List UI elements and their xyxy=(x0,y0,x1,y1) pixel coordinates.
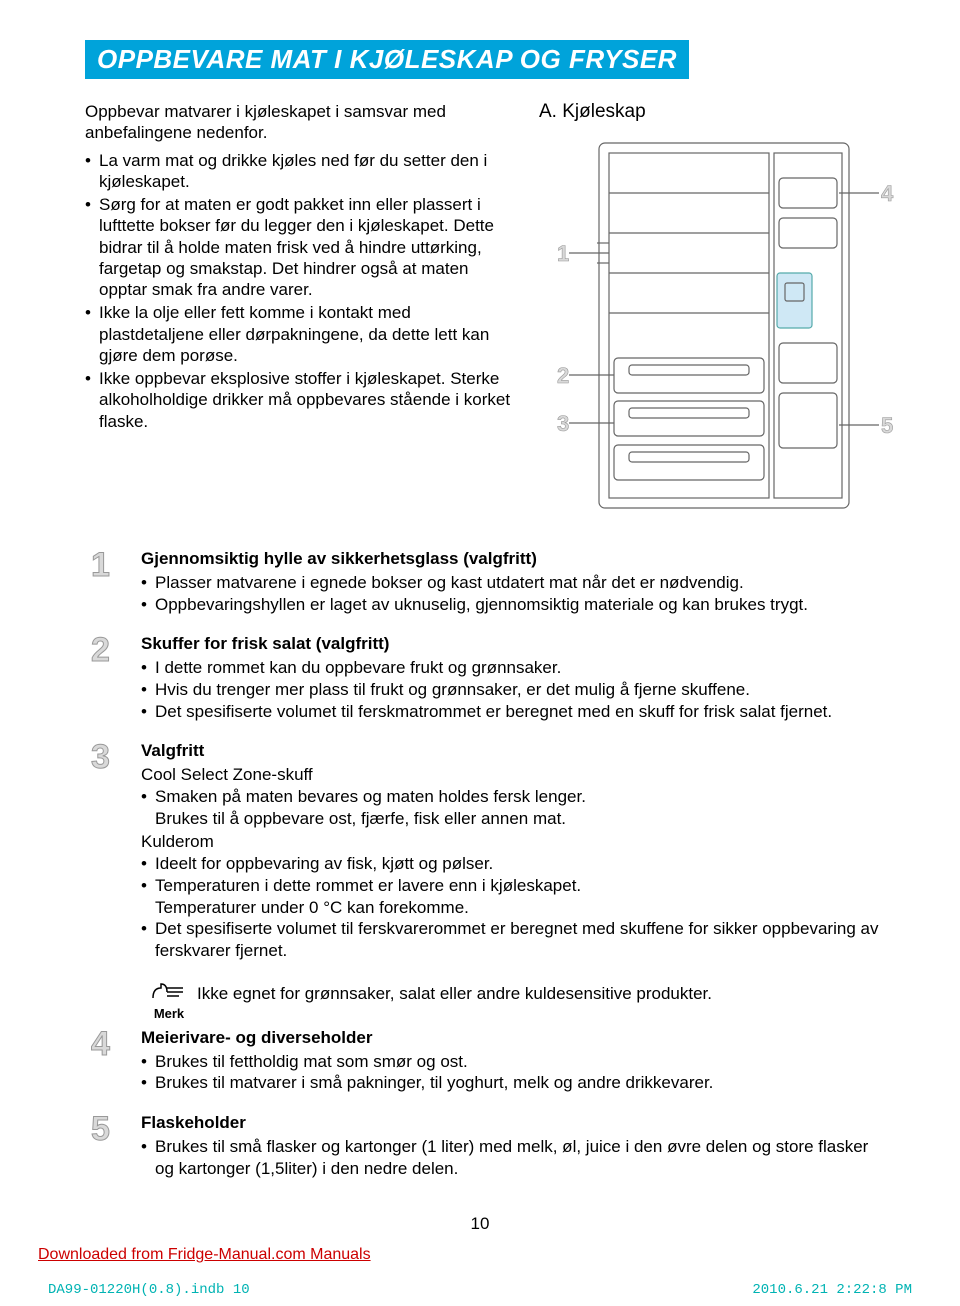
intro-bullet-item: •La varm mat og drikke kjøles ned før du… xyxy=(85,150,515,193)
item-title: Gjennomsiktig hylle av sikkerhetsglass (… xyxy=(141,548,890,570)
item-bullet: •Oppbevaringshyllen er laget av uknuseli… xyxy=(141,594,890,616)
page-title-banner: OPPBEVARE MAT I KJØLESKAP OG FRYSER xyxy=(85,40,689,79)
item-plain-line: Brukes til å oppbevare ost, fjærfe, fisk… xyxy=(155,808,890,830)
item-body: ValgfrittCool Select Zone-skuff•Smaken p… xyxy=(141,740,890,962)
intro-bullet-item: •Sørg for at maten er godt pakket inn el… xyxy=(85,194,515,300)
note-label: Merk xyxy=(141,1006,197,1021)
item-bullet: •Det spesifiserte volumet til ferskvarer… xyxy=(141,918,890,962)
numbered-item: 4Meierivare- og diverseholder•Brukes til… xyxy=(85,1027,890,1094)
item-number-badge: 4 xyxy=(85,1025,129,1065)
diagram-column: A. Kjøleskap xyxy=(539,101,899,518)
item-bullet: •Hvis du trenger mer plass til frukt og … xyxy=(141,679,890,701)
item-bullet: •Smaken på maten bevares og maten holdes… xyxy=(141,786,890,808)
numbered-item: 3 ValgfrittCool Select Zone-skuff•Smaken … xyxy=(85,740,890,962)
item-bullet: •Brukes til små flasker og kartonger (1 … xyxy=(141,1136,890,1180)
diagram-callout-4: 4 xyxy=(881,181,894,206)
item-body: Gjennomsiktig hylle av sikkerhetsglass (… xyxy=(141,548,890,615)
download-source-link[interactable]: Downloaded from Fridge-Manual.com Manual… xyxy=(38,1246,371,1264)
item-bullet: •Temperaturen i dette rommet er lavere e… xyxy=(141,875,890,897)
item-body: Flaskeholder•Brukes til små flasker og k… xyxy=(141,1112,890,1179)
note-icon: Merk xyxy=(141,980,197,1021)
item-plain-line: Temperaturer under 0 °C kan forekomme. xyxy=(155,897,890,919)
intro-column: Oppbevar matvarer i kjøleskapet i samsva… xyxy=(85,101,515,518)
item-bullet: •Det spesifiserte volumet til ferskmatro… xyxy=(141,701,890,723)
item-title: Flaskeholder xyxy=(141,1112,890,1134)
item-bullet: •Plasser matvarene i egnede bokser og ka… xyxy=(141,572,890,594)
item-subheading: Cool Select Zone-skuff xyxy=(141,764,890,786)
item-bullet: •Brukes til matvarer i små pakninger, ti… xyxy=(141,1072,890,1094)
item-number-badge: 5 xyxy=(85,1110,129,1150)
item-bullet: •I dette rommet kan du oppbevare frukt o… xyxy=(141,657,890,679)
diagram-section-label: A. Kjøleskap xyxy=(539,101,899,123)
footer-right: 2010.6.21 2:22:8 PM xyxy=(752,1282,912,1298)
page-number: 10 xyxy=(0,1214,960,1234)
numbered-item: 1 Gjennomsiktig hylle av sikkerhetsglass … xyxy=(85,548,890,615)
intro-and-diagram-row: Oppbevar matvarer i kjøleskapet i samsva… xyxy=(85,101,890,518)
note-block: MerkIkke egnet for grønnsaker, salat ell… xyxy=(141,980,890,1021)
diagram-callout-5: 5 xyxy=(881,413,893,438)
diagram-callout-1: 1 xyxy=(557,241,569,266)
numbered-sections: 1 Gjennomsiktig hylle av sikkerhetsglass … xyxy=(85,548,890,1179)
numbered-item: 5 Flaskeholder•Brukes til små flasker og … xyxy=(85,1112,890,1179)
footer-left: DA99-01220H(0.8).indb 10 xyxy=(48,1282,250,1298)
fridge-diagram: 1 2 3 4 5 xyxy=(539,133,899,513)
item-number-badge: 2 xyxy=(85,631,129,671)
item-title: Meierivare- og diverseholder xyxy=(141,1027,890,1049)
item-subheading: Kulderom xyxy=(141,831,890,853)
item-number-badge: 1 xyxy=(85,546,129,586)
diagram-callout-2: 2 xyxy=(557,363,569,388)
intro-bullets: •La varm mat og drikke kjøles ned før du… xyxy=(85,150,515,432)
numbered-item: 2 Skuffer for frisk salat (valgfritt)•I d… xyxy=(85,633,890,722)
item-title: Skuffer for frisk salat (valgfritt) xyxy=(141,633,890,655)
item-bullet: •Ideelt for oppbevaring av fisk, kjøtt o… xyxy=(141,853,890,875)
print-footer: DA99-01220H(0.8).indb 10 2010.6.21 2:22:… xyxy=(0,1282,960,1298)
item-bullet: •Brukes til fettholdig mat som smør og o… xyxy=(141,1051,890,1073)
item-title: Valgfritt xyxy=(141,740,890,762)
item-body: Skuffer for frisk salat (valgfritt)•I de… xyxy=(141,633,890,722)
item-number-badge: 3 xyxy=(85,738,129,778)
intro-bullet-item: •Ikke la olje eller fett komme i kontakt… xyxy=(85,302,515,366)
item-body: Meierivare- og diverseholder•Brukes til … xyxy=(141,1027,890,1094)
diagram-callout-3: 3 xyxy=(557,411,569,436)
intro-lead-text: Oppbevar matvarer i kjøleskapet i samsva… xyxy=(85,101,515,144)
intro-bullet-item: •Ikke oppbevar eksplosive stoffer i kjøl… xyxy=(85,368,515,432)
note-text: Ikke egnet for grønnsaker, salat eller a… xyxy=(197,980,890,1004)
